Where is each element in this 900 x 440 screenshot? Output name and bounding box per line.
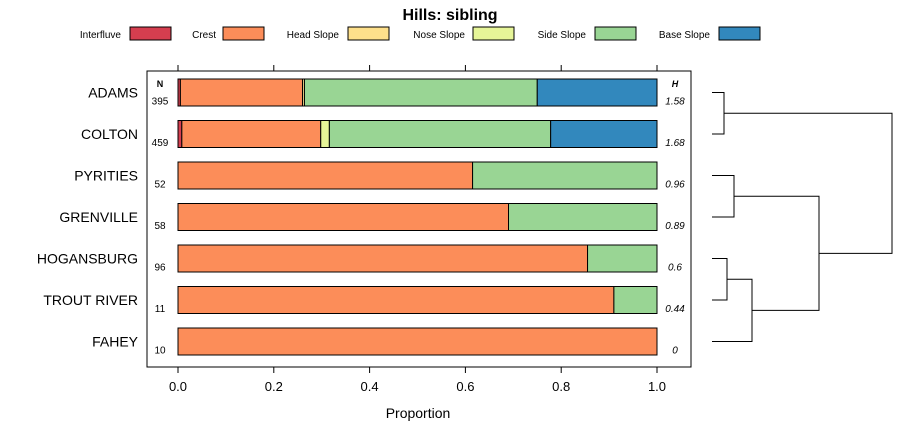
bar-segment-colton-interfluve <box>177 120 183 148</box>
legend-label-2: Crest <box>192 30 216 41</box>
row-label: FAHEY <box>92 334 139 350</box>
legend-label-5: Side Slope <box>538 30 587 41</box>
x-axis-label: Proportion <box>386 405 451 421</box>
x-tick-label: 0.0 <box>169 379 187 394</box>
bar-segment-colton-side-slope <box>328 120 552 148</box>
dendrogram-branch <box>712 278 753 342</box>
dendrogram-branch <box>734 195 820 311</box>
row-n-value: 459 <box>152 138 169 149</box>
dendrogram-branch <box>712 258 728 301</box>
bar-segment-hogansburg-side-slope <box>587 244 658 273</box>
row-n-value: 96 <box>154 263 166 274</box>
dendrogram-branch <box>712 175 735 218</box>
row-n-value: 395 <box>152 97 169 108</box>
x-tick-label: 0.2 <box>265 379 283 394</box>
bar-segment-pyrities-side-slope <box>472 161 658 190</box>
legend-label-1: Interfluve <box>80 30 122 41</box>
bar-segment-fahey-crest <box>177 327 658 356</box>
row-labels: ADAMS 395 1.58 COLTON 459 1.68 PYRITIES 52 0.96 G… <box>37 85 685 357</box>
legend: Interfluve Crest Head Slope Nose Slope Side … <box>80 26 761 41</box>
bar-segment-adams-side-slope <box>303 78 538 107</box>
bar-segment-grenville-crest <box>177 203 510 231</box>
legend-swatch-5 <box>594 26 637 41</box>
row-label: PYRITIES <box>74 168 138 184</box>
bar-segment-grenville-side-slope <box>508 203 658 231</box>
plot-frame <box>146 70 692 368</box>
row-h-value: 0 <box>672 346 678 357</box>
legend-label-4: Nose Slope <box>413 30 465 41</box>
bar-segment-adams-base-slope <box>536 78 658 107</box>
legend-swatch-3 <box>347 26 390 41</box>
h-column-header: H <box>672 79 679 89</box>
row-n-value: 11 <box>155 304 166 315</box>
row-label: TROUT RIVER <box>43 292 138 308</box>
legend-label-3: Head Slope <box>287 30 340 41</box>
x-tick-label: 1.0 <box>648 379 666 394</box>
legend-label-6: Base Slope <box>659 30 711 41</box>
legend-swatch-4 <box>472 26 515 41</box>
row-h-value: 0.6 <box>668 263 682 274</box>
row-label: GRENVILLE <box>59 209 138 225</box>
dendrogram-branch <box>724 112 893 254</box>
legend-swatch-6 <box>718 26 761 41</box>
row-n-value: 10 <box>154 346 166 357</box>
row-label: HOGANSBURG <box>37 251 138 267</box>
row-h-value: 0.44 <box>665 304 685 315</box>
n-column-header: N <box>157 79 164 89</box>
row-h-value: 0.89 <box>665 221 685 232</box>
bars <box>177 78 658 356</box>
row-n-value: 58 <box>154 221 166 232</box>
legend-swatch-2 <box>222 26 265 41</box>
row-label: COLTON <box>81 126 138 142</box>
dendrogram-branch <box>712 92 725 135</box>
row-h-value: 1.68 <box>665 138 685 149</box>
bar-segment-adams-crest <box>179 78 304 107</box>
bar-segment-trout-river-crest <box>177 286 615 314</box>
bar-segment-colton-nose-slope <box>320 120 330 148</box>
x-tick-label: 0.6 <box>456 379 474 394</box>
row-h-value: 1.58 <box>665 97 685 108</box>
bar-segment-trout-river-side-slope <box>613 286 658 314</box>
chart-title: Hills: sibling <box>402 7 497 24</box>
bar-segment-pyrities-crest <box>177 161 474 190</box>
x-tick-label: 0.8 <box>552 379 570 394</box>
bar-segment-colton-base-slope <box>550 120 658 148</box>
row-n-value: 52 <box>154 180 166 191</box>
x-tick-label: 0.4 <box>361 379 379 394</box>
dendrogram <box>712 92 893 342</box>
bar-segment-hogansburg-crest <box>177 244 589 273</box>
row-label: ADAMS <box>88 85 138 101</box>
legend-swatch-1 <box>129 26 172 41</box>
row-h-value: 0.96 <box>665 180 685 191</box>
axes: 0.0 0.2 0.4 0.6 0.8 1.0 N H <box>157 65 679 394</box>
bar-segment-colton-crest <box>181 120 322 148</box>
